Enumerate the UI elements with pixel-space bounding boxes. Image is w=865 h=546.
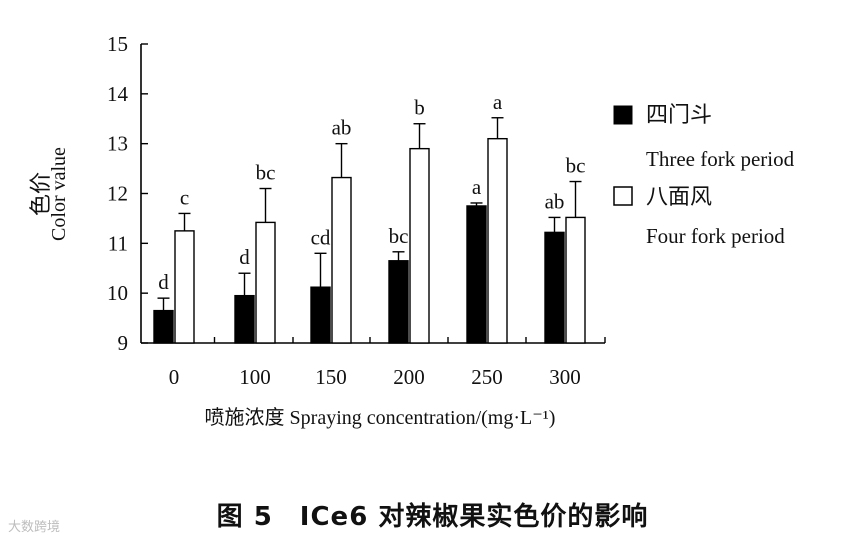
y-tick-label: 9 — [118, 331, 129, 355]
y-tick-label: 10 — [107, 281, 128, 305]
figure-caption: 图 5 ICe6 对辣椒果实色价的影响 — [216, 502, 649, 532]
significance-letter: b — [414, 96, 425, 120]
axis-labels: 色价 Color value 喷施浓度 Spraying concentrati… — [28, 147, 555, 429]
y-tick-label: 14 — [107, 82, 129, 106]
x-tick-label: 200 — [393, 365, 425, 389]
significance-letter: ab — [545, 189, 565, 213]
significance-letter: d — [158, 270, 169, 294]
legend-label-series-1: 四门斗 — [646, 102, 712, 127]
y-axis-label-cn: 色价 — [28, 172, 53, 216]
bar-series-2 — [487, 137, 508, 344]
x-tick-label: 150 — [315, 365, 347, 389]
significance-letter: bc — [566, 154, 586, 178]
significance-letter: a — [472, 175, 482, 199]
bar-series-1 — [234, 294, 255, 344]
legend-swatch-series-2 — [613, 186, 633, 206]
y-tick-label: 12 — [107, 182, 128, 206]
significance-letter: bc — [389, 224, 409, 248]
y-tick-label: 11 — [108, 231, 128, 255]
bar-series-2 — [174, 230, 195, 344]
significance-letter: c — [180, 185, 189, 209]
legend: 四门斗 Three fork period 八面风 Four fork peri… — [613, 102, 795, 248]
legend-swatch-series-1 — [613, 105, 633, 125]
watermark: 大数跨境 — [8, 520, 61, 535]
significance-letter: a — [493, 90, 503, 114]
y-axis-label-en: Color value — [48, 147, 70, 241]
legend-label-series-1-en: Three fork period — [646, 147, 795, 171]
x-tick-label: 300 — [549, 365, 581, 389]
bar-series-1 — [310, 286, 331, 344]
y-tick-label: 13 — [107, 132, 128, 156]
significance-letter: bc — [256, 161, 276, 185]
x-axis-label: 喷施浓度 Spraying concentration/(mg·L⁻¹) — [205, 406, 556, 429]
significance-letter: d — [239, 245, 250, 269]
y-tick-label: 15 — [107, 32, 128, 56]
x-tick-label: 250 — [471, 365, 503, 389]
bar-series-2 — [331, 176, 352, 344]
bar-series-1 — [466, 205, 487, 344]
bar-series-1 — [388, 260, 409, 344]
significance-letter: cd — [311, 225, 331, 249]
legend-label-series-2-en: Four fork period — [646, 224, 785, 248]
x-tick-label: 100 — [239, 365, 271, 389]
x-tick-label: 0 — [169, 365, 180, 389]
legend-label-series-2: 八面风 — [646, 184, 712, 209]
bar-series-2 — [565, 216, 586, 344]
bar-series-2 — [409, 147, 430, 344]
bar-series-1 — [153, 309, 174, 344]
significance-letter: ab — [332, 116, 352, 140]
bar-series-1 — [544, 231, 565, 344]
bar-series-2 — [255, 221, 276, 344]
